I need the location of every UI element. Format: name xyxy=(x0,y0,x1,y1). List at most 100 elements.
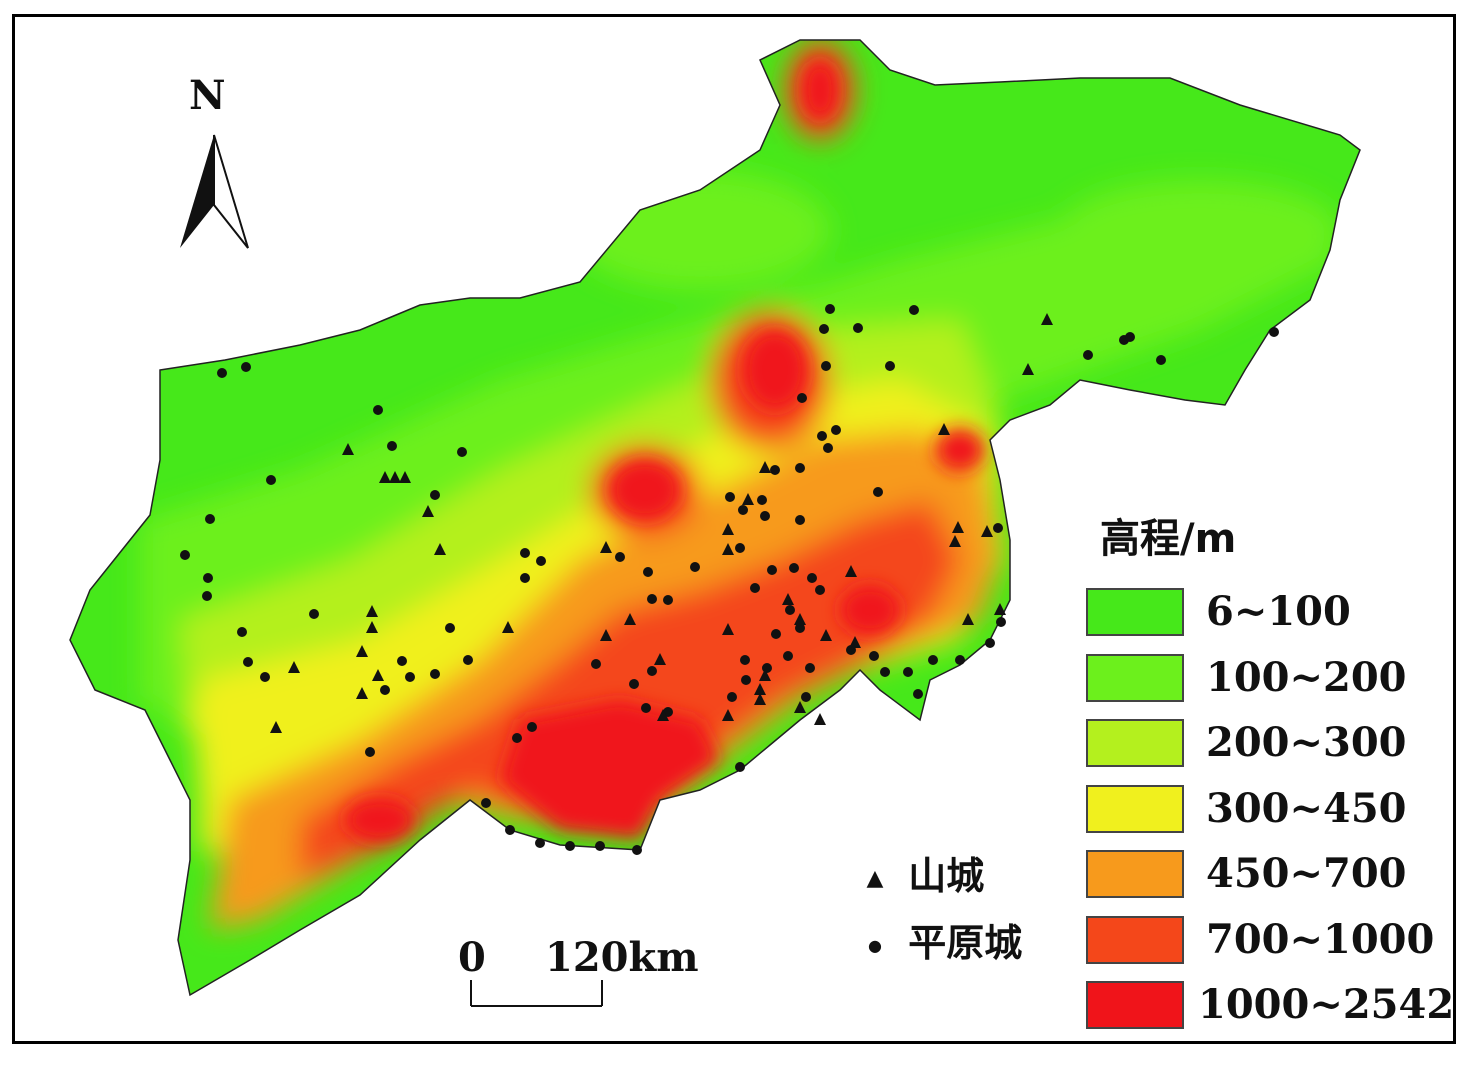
legend-label: 700~1000 xyxy=(1206,916,1435,963)
plain-city-marker xyxy=(663,595,673,605)
legend-swatch xyxy=(1086,719,1184,767)
plain-city-marker xyxy=(795,515,805,525)
plain-city-marker xyxy=(243,657,253,667)
plain-city-marker xyxy=(853,323,863,333)
mountain-city-marker xyxy=(356,645,368,657)
legend-item: 300~450 xyxy=(1086,785,1476,841)
mountain-city-marker xyxy=(366,605,378,617)
plain-city-marker xyxy=(996,617,1006,627)
plain-city-marker xyxy=(801,692,811,702)
mountain-city-marker xyxy=(849,636,861,648)
plain-city-marker xyxy=(595,841,605,851)
mountain-city-marker xyxy=(722,543,734,555)
plain-city-marker xyxy=(789,563,799,573)
legend-swatch xyxy=(1086,916,1184,964)
plain-city-marker xyxy=(819,324,829,334)
mountain-city-marker xyxy=(399,471,411,483)
plain-city-marker xyxy=(735,762,745,772)
plain-city-marker xyxy=(481,798,491,808)
plain-city-marker xyxy=(750,583,760,593)
mountain-city-marker xyxy=(379,471,391,483)
plain-city-marker xyxy=(817,431,827,441)
legend-swatch xyxy=(1086,850,1184,898)
legend-label: 450~700 xyxy=(1206,850,1407,897)
legend-mountain-city: ▲ 山城 xyxy=(855,845,985,900)
plain-city-marker xyxy=(757,495,767,505)
plain-city-marker xyxy=(955,655,965,665)
mountain-city-marker xyxy=(372,669,384,681)
mountain-city-marker xyxy=(422,505,434,517)
plain-city-marker xyxy=(203,573,213,583)
plain-city-marker xyxy=(309,609,319,619)
plain-city-marker xyxy=(909,305,919,315)
mountain-city-marker xyxy=(600,629,612,641)
plain-city-marker xyxy=(430,669,440,679)
plain-city-marker xyxy=(632,845,642,855)
plain-city-marker xyxy=(241,362,251,372)
plain-city-marker xyxy=(643,567,653,577)
plain-city-marker xyxy=(690,562,700,572)
plain-city-marker xyxy=(993,523,1003,533)
plain-city-marker xyxy=(869,651,879,661)
plain-city-marker xyxy=(180,550,190,560)
mountain-city-marker xyxy=(782,593,794,605)
mountain-city-marker xyxy=(962,613,974,625)
plain-city-marker xyxy=(770,465,780,475)
plain-city-marker xyxy=(771,629,781,639)
plain-city-marker xyxy=(1083,350,1093,360)
mountain-city-marker xyxy=(938,423,950,435)
plain-city-marker xyxy=(985,638,995,648)
plain-city-marker xyxy=(457,447,467,457)
plain-city-marker xyxy=(725,492,735,502)
plain-city-marker xyxy=(825,304,835,314)
mountain-city-marker xyxy=(759,669,771,681)
plain-city-marker xyxy=(535,838,545,848)
plain-city-marker xyxy=(615,552,625,562)
plain-city-marker xyxy=(831,425,841,435)
legend-item: 100~200 xyxy=(1086,654,1476,710)
legend-plain-city: ● 平原城 xyxy=(855,912,1022,967)
plain-city-marker xyxy=(641,703,651,713)
plain-city-marker xyxy=(783,651,793,661)
mountain-city-marker xyxy=(366,621,378,633)
plain-city-marker xyxy=(527,722,537,732)
plain-city-marker xyxy=(365,747,375,757)
plain-city-marker xyxy=(205,514,215,524)
plain-city-marker xyxy=(397,656,407,666)
mountain-city-marker xyxy=(794,613,806,625)
mountain-city-marker xyxy=(624,613,636,625)
mountain-city-marker xyxy=(1041,313,1053,325)
mountain-city-marker xyxy=(845,565,857,577)
plain-city-marker xyxy=(741,675,751,685)
mountain-city-marker xyxy=(502,621,514,633)
mountain-city-marker xyxy=(342,443,354,455)
mountain-city-marker xyxy=(1022,363,1034,375)
legend-label: 100~200 xyxy=(1206,654,1407,701)
mountain-city-marker xyxy=(657,709,669,721)
mountain-city-marker xyxy=(994,603,1006,615)
plain-city-marker xyxy=(647,666,657,676)
plain-city-marker xyxy=(785,605,795,615)
mountain-city-marker xyxy=(722,709,734,721)
north-arrow-icon xyxy=(180,134,249,249)
legend-mountain-city-label: 山城 xyxy=(908,854,985,898)
plain-city-marker xyxy=(260,672,270,682)
legend-label: 6~100 xyxy=(1206,588,1351,635)
mountain-city-marker xyxy=(654,653,666,665)
plain-city-marker xyxy=(1125,332,1135,342)
legend-title: 高程/m xyxy=(1100,516,1237,562)
legend-label: 300~450 xyxy=(1206,785,1407,832)
mountain-city-marker xyxy=(434,543,446,555)
plain-city-marker xyxy=(405,672,415,682)
dot-icon: ● xyxy=(868,936,882,955)
triangle-icon: ▲ xyxy=(866,866,884,891)
mountain-city-marker xyxy=(288,661,300,673)
plain-city-marker xyxy=(928,655,938,665)
plain-city-marker xyxy=(805,663,815,673)
plain-city-marker xyxy=(1269,327,1279,337)
plain-city-marker xyxy=(797,393,807,403)
plain-city-marker xyxy=(380,685,390,695)
legend-swatch xyxy=(1086,654,1184,702)
mountain-city-marker xyxy=(759,461,771,473)
legend-item: 200~300 xyxy=(1086,719,1476,775)
